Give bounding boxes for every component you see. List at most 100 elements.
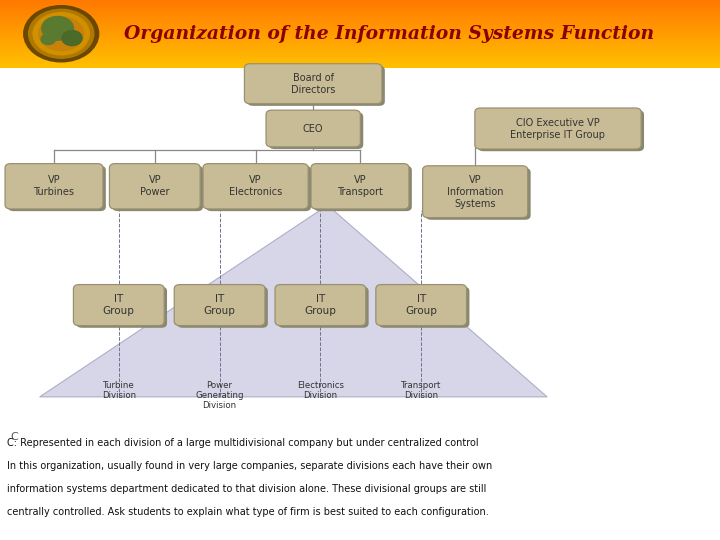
Bar	[0, 14, 720, 15]
Bar	[0, 30, 720, 31]
Bar	[0, 21, 720, 22]
Bar	[0, 28, 720, 29]
Bar	[0, 3, 720, 4]
Text: VP
Transport: VP Transport	[337, 176, 383, 197]
Bar	[0, 62, 720, 63]
Bar	[0, 21, 720, 22]
Bar	[0, 10, 720, 11]
Bar	[0, 26, 720, 27]
Bar	[0, 4, 720, 5]
Bar	[0, 2, 720, 3]
Bar	[0, 23, 720, 24]
Bar	[0, 25, 720, 26]
Bar	[0, 37, 720, 38]
Bar	[0, 52, 720, 53]
Bar	[0, 56, 720, 57]
Bar	[0, 65, 720, 66]
Text: C: C	[11, 432, 19, 442]
Bar	[0, 12, 720, 14]
Text: CIO Executive VP
Enterprise IT Group: CIO Executive VP Enterprise IT Group	[510, 118, 606, 139]
Bar	[0, 12, 720, 13]
Bar	[0, 45, 720, 46]
FancyBboxPatch shape	[475, 108, 641, 149]
Bar	[0, 25, 720, 26]
Bar	[0, 27, 720, 28]
Bar	[0, 64, 720, 65]
Text: CEO: CEO	[303, 124, 323, 133]
Text: VP
Information
Systems: VP Information Systems	[447, 175, 503, 208]
Bar	[0, 35, 720, 36]
Circle shape	[29, 9, 94, 58]
Bar	[0, 68, 720, 540]
Bar	[0, 41, 720, 42]
Circle shape	[62, 30, 82, 45]
Bar	[0, 59, 720, 60]
Bar	[0, 19, 720, 21]
Bar	[0, 28, 720, 29]
Bar	[0, 49, 720, 50]
Bar	[0, 50, 720, 51]
Bar	[0, 23, 720, 24]
FancyBboxPatch shape	[177, 287, 268, 328]
Bar	[0, 58, 720, 59]
FancyBboxPatch shape	[266, 110, 360, 147]
Bar	[0, 44, 720, 45]
Bar	[0, 52, 720, 53]
Bar	[0, 13, 720, 14]
Bar	[0, 37, 720, 38]
Text: Electronics
Division: Electronics Division	[297, 381, 344, 400]
FancyBboxPatch shape	[73, 285, 164, 326]
Bar	[0, 26, 720, 28]
Bar	[0, 58, 720, 59]
Text: IT
Group: IT Group	[204, 294, 235, 316]
Bar	[0, 11, 720, 12]
Bar	[0, 51, 720, 52]
Bar	[0, 11, 720, 12]
Bar	[0, 5, 720, 6]
FancyBboxPatch shape	[248, 66, 384, 106]
Bar	[0, 22, 720, 23]
Bar	[0, 57, 720, 58]
Text: In this organization, usually found in very large companies, separate divisions : In this organization, usually found in v…	[7, 461, 492, 471]
Bar	[0, 63, 720, 64]
Bar	[0, 40, 720, 42]
Bar	[0, 32, 720, 33]
FancyBboxPatch shape	[379, 287, 469, 328]
Bar	[0, 1, 720, 2]
Bar	[0, 9, 720, 10]
FancyBboxPatch shape	[174, 285, 265, 326]
Bar	[0, 15, 720, 16]
Bar	[0, 18, 720, 19]
Bar	[0, 36, 720, 37]
FancyBboxPatch shape	[478, 110, 644, 151]
Bar	[0, 46, 720, 48]
Bar	[0, 50, 720, 51]
Bar	[0, 30, 720, 31]
Bar	[0, 17, 720, 18]
Polygon shape	[40, 205, 547, 397]
FancyBboxPatch shape	[423, 166, 528, 218]
Bar	[0, 36, 720, 37]
Bar	[0, 38, 720, 39]
Bar	[0, 51, 720, 52]
Bar	[0, 44, 720, 45]
FancyBboxPatch shape	[275, 285, 366, 326]
Bar	[0, 35, 720, 36]
Bar	[0, 54, 720, 55]
Bar	[0, 8, 720, 9]
Bar	[0, 64, 720, 65]
Bar	[0, 1, 720, 2]
Bar	[0, 4, 720, 5]
Bar	[0, 66, 720, 68]
Text: IT
Group: IT Group	[305, 294, 336, 316]
Bar	[0, 7, 720, 8]
Bar	[0, 43, 720, 44]
Bar	[0, 0, 720, 1]
Bar	[0, 62, 720, 63]
Bar	[0, 29, 720, 30]
FancyBboxPatch shape	[206, 166, 311, 211]
Bar	[0, 16, 720, 17]
FancyBboxPatch shape	[109, 164, 200, 209]
Bar	[0, 17, 720, 18]
FancyBboxPatch shape	[311, 164, 409, 209]
